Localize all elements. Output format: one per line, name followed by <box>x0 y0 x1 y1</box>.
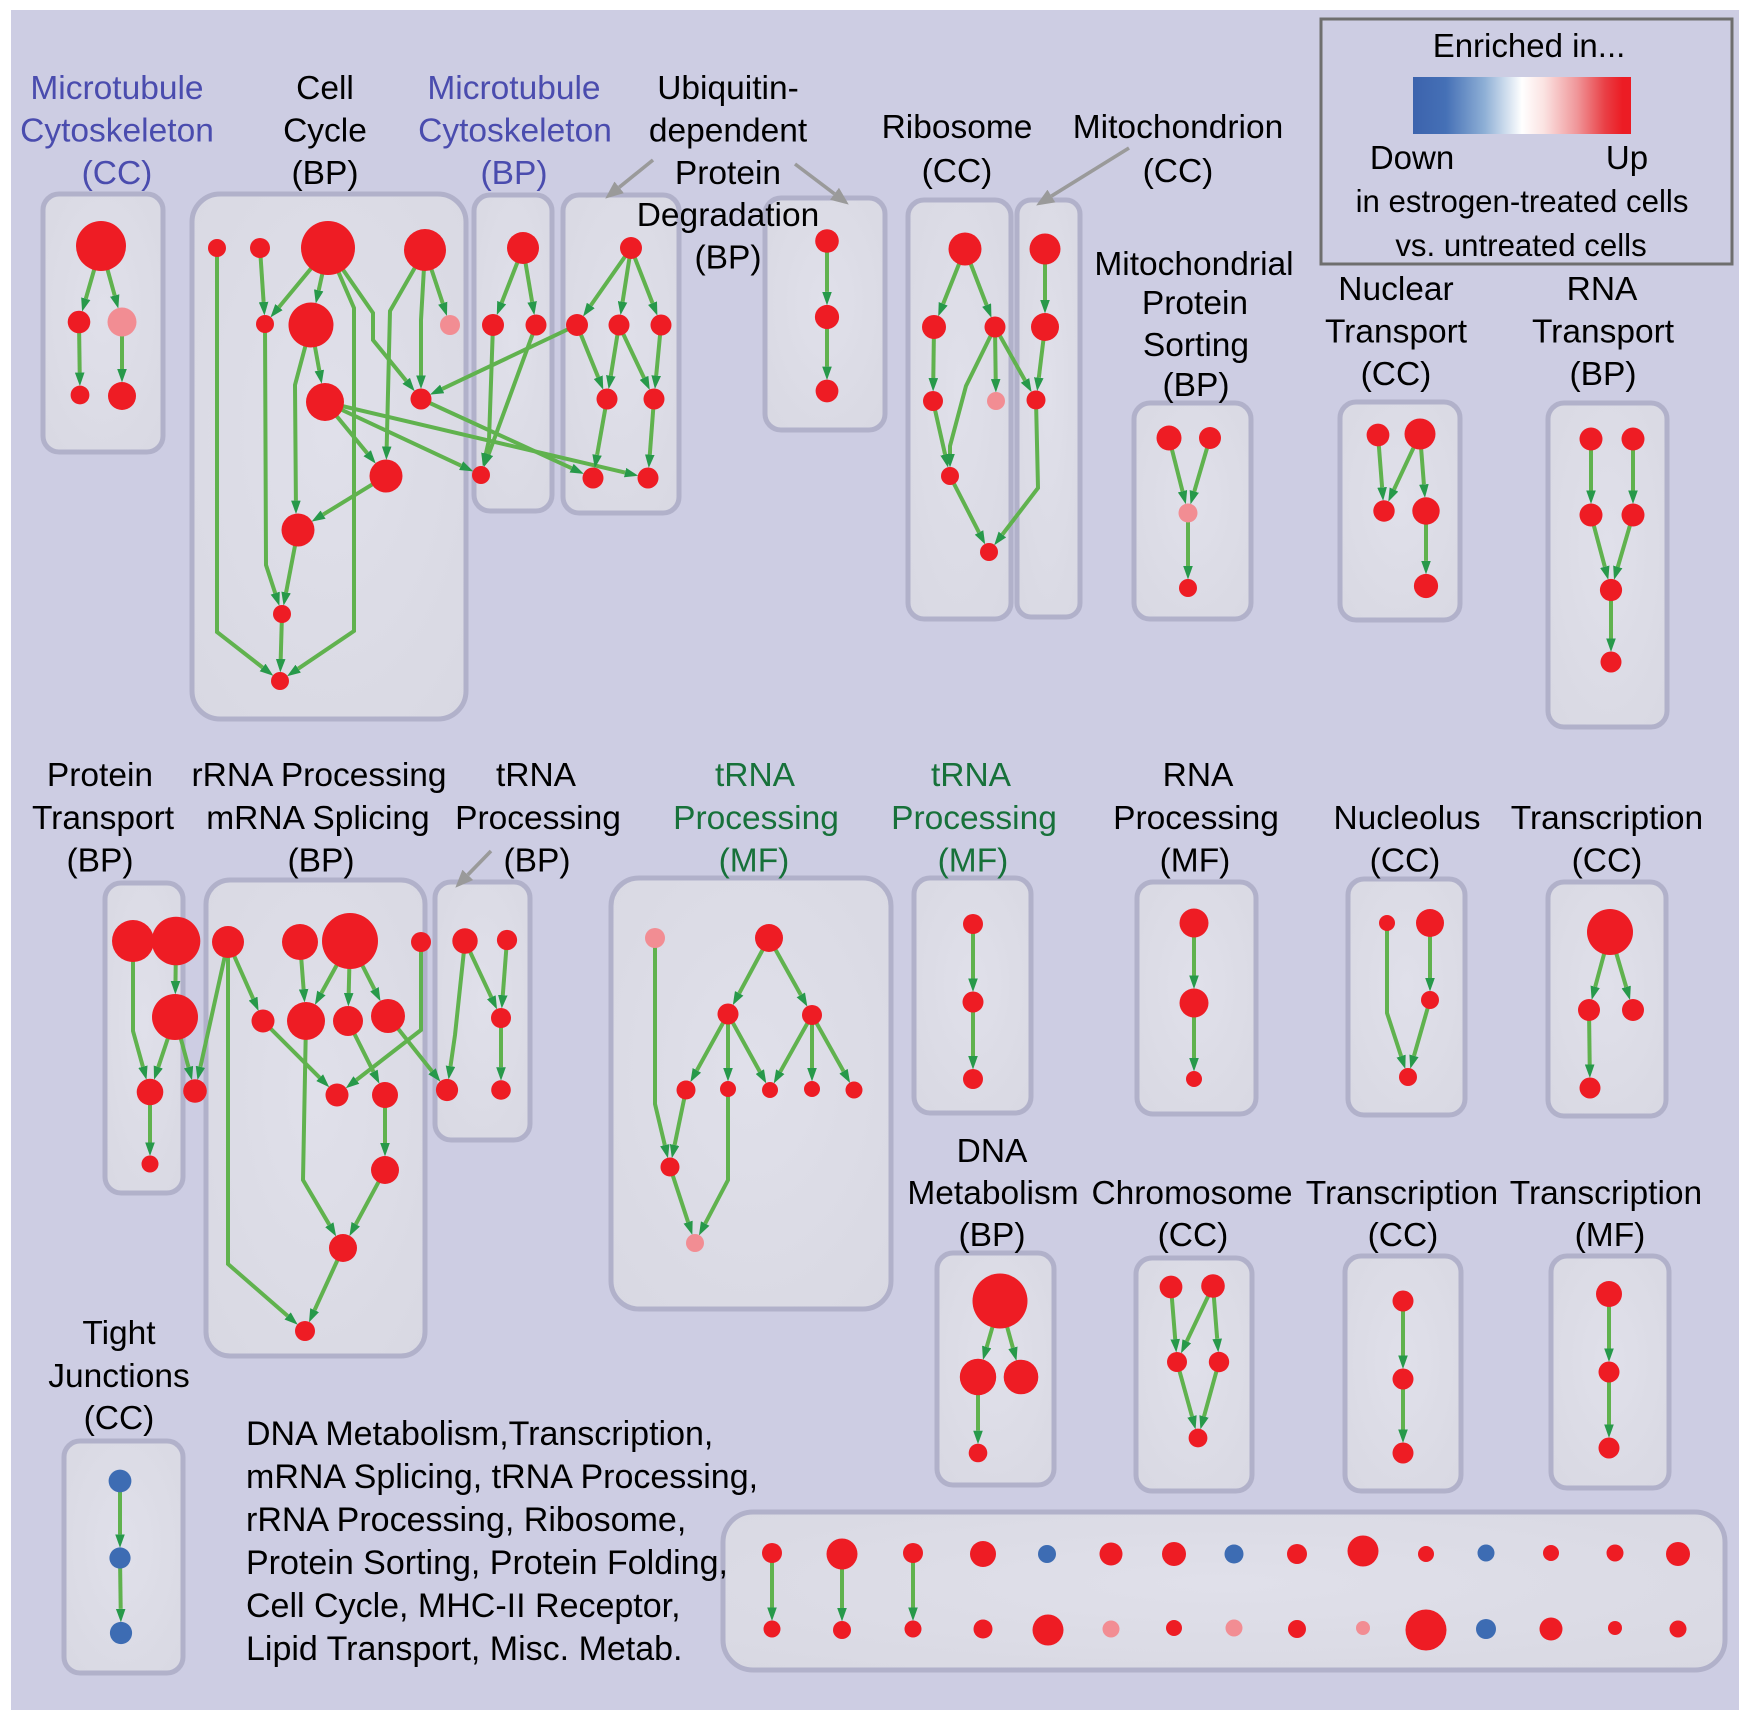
svg-text:Cycle: Cycle <box>283 113 367 150</box>
svg-text:Degradation: Degradation <box>637 197 820 234</box>
svg-text:vs. untreated cells: vs. untreated cells <box>1395 228 1646 263</box>
svg-text:(CC): (CC) <box>1158 1217 1229 1254</box>
svg-text:Tight: Tight <box>82 1315 156 1352</box>
svg-text:Up: Up <box>1606 139 1648 176</box>
svg-text:Protein: Protein <box>47 757 153 794</box>
svg-text:RNA: RNA <box>1163 757 1234 794</box>
svg-text:Protein: Protein <box>1142 285 1248 322</box>
svg-text:in estrogen-treated cells: in estrogen-treated cells <box>1356 184 1689 219</box>
svg-text:tRNA: tRNA <box>496 757 577 794</box>
svg-text:Cell Cycle, MHC-II Receptor,: Cell Cycle, MHC-II Receptor, <box>246 1587 681 1625</box>
svg-text:Protein Sorting, Protein Foldi: Protein Sorting, Protein Folding, <box>246 1544 728 1582</box>
svg-text:Transcription: Transcription <box>1510 1175 1702 1212</box>
svg-text:Down: Down <box>1370 139 1454 176</box>
svg-text:Transport: Transport <box>1325 314 1468 351</box>
svg-text:Junctions: Junctions <box>48 1358 190 1395</box>
svg-text:(BP): (BP) <box>1570 356 1637 393</box>
svg-text:(BP): (BP) <box>481 155 548 192</box>
svg-text:(BP): (BP) <box>504 843 571 880</box>
svg-text:Microtubule: Microtubule <box>427 70 600 107</box>
svg-text:Processing: Processing <box>1113 800 1279 837</box>
svg-text:(BP): (BP) <box>67 843 134 880</box>
svg-text:(CC): (CC) <box>84 1400 155 1437</box>
svg-text:(CC): (CC) <box>82 155 153 192</box>
svg-text:Nuclear: Nuclear <box>1338 271 1453 308</box>
svg-text:(MF): (MF) <box>938 843 1009 880</box>
svg-text:DNA Metabolism,Transcription,: DNA Metabolism,Transcription, <box>246 1415 713 1453</box>
svg-text:(BP): (BP) <box>1163 367 1230 404</box>
svg-text:Transport: Transport <box>32 800 175 837</box>
svg-text:Processing: Processing <box>673 800 839 837</box>
svg-text:(MF): (MF) <box>1160 843 1231 880</box>
svg-text:Chromosome: Chromosome <box>1091 1175 1292 1212</box>
svg-text:Processing: Processing <box>891 800 1057 837</box>
svg-text:(CC): (CC) <box>1143 153 1214 190</box>
svg-text:RNA: RNA <box>1567 271 1638 308</box>
svg-text:(CC): (CC) <box>1572 843 1643 880</box>
svg-text:dependent: dependent <box>649 113 808 150</box>
svg-text:mRNA Splicing, tRNA Processing: mRNA Splicing, tRNA Processing, <box>246 1458 758 1496</box>
svg-text:DNA: DNA <box>957 1133 1028 1170</box>
svg-text:Mitochondrion: Mitochondrion <box>1073 109 1283 146</box>
svg-text:Enriched in...: Enriched in... <box>1433 27 1626 64</box>
svg-text:Lipid Transport, Misc. Metab.: Lipid Transport, Misc. Metab. <box>246 1630 683 1668</box>
svg-text:(CC): (CC) <box>1370 843 1441 880</box>
svg-text:Microtubule: Microtubule <box>30 70 203 107</box>
svg-text:Ribosome: Ribosome <box>882 109 1033 146</box>
svg-text:Cytoskeleton: Cytoskeleton <box>418 113 612 150</box>
svg-text:(CC): (CC) <box>1368 1217 1439 1254</box>
svg-text:(CC): (CC) <box>922 153 993 190</box>
svg-text:tRNA: tRNA <box>931 757 1012 794</box>
svg-text:Metabolism: Metabolism <box>907 1175 1078 1212</box>
svg-text:Ubiquitin-: Ubiquitin- <box>657 70 799 107</box>
svg-text:Mitochondrial: Mitochondrial <box>1094 246 1293 283</box>
svg-text:Transcription: Transcription <box>1306 1175 1498 1212</box>
svg-text:rRNA Processing: rRNA Processing <box>191 757 446 794</box>
svg-text:(MF): (MF) <box>719 843 790 880</box>
svg-text:Transport: Transport <box>1532 314 1675 351</box>
svg-text:(BP): (BP) <box>288 843 355 880</box>
svg-text:tRNA: tRNA <box>715 757 796 794</box>
svg-text:Protein: Protein <box>675 155 781 192</box>
svg-text:Processing: Processing <box>455 800 621 837</box>
svg-text:(BP): (BP) <box>695 240 762 277</box>
svg-text:Cytoskeleton: Cytoskeleton <box>20 113 214 150</box>
svg-text:rRNA Processing, Ribosome,: rRNA Processing, Ribosome, <box>246 1501 686 1539</box>
svg-text:(MF): (MF) <box>1575 1217 1646 1254</box>
svg-text:(BP): (BP) <box>959 1217 1026 1254</box>
svg-text:Nucleolus: Nucleolus <box>1333 800 1480 837</box>
svg-text:(BP): (BP) <box>292 155 359 192</box>
svg-text:Transcription: Transcription <box>1511 800 1703 837</box>
svg-text:(CC): (CC) <box>1361 356 1432 393</box>
svg-text:mRNA Splicing: mRNA Splicing <box>206 800 429 837</box>
svg-text:Sorting: Sorting <box>1143 327 1249 364</box>
svg-text:Cell: Cell <box>296 70 354 107</box>
